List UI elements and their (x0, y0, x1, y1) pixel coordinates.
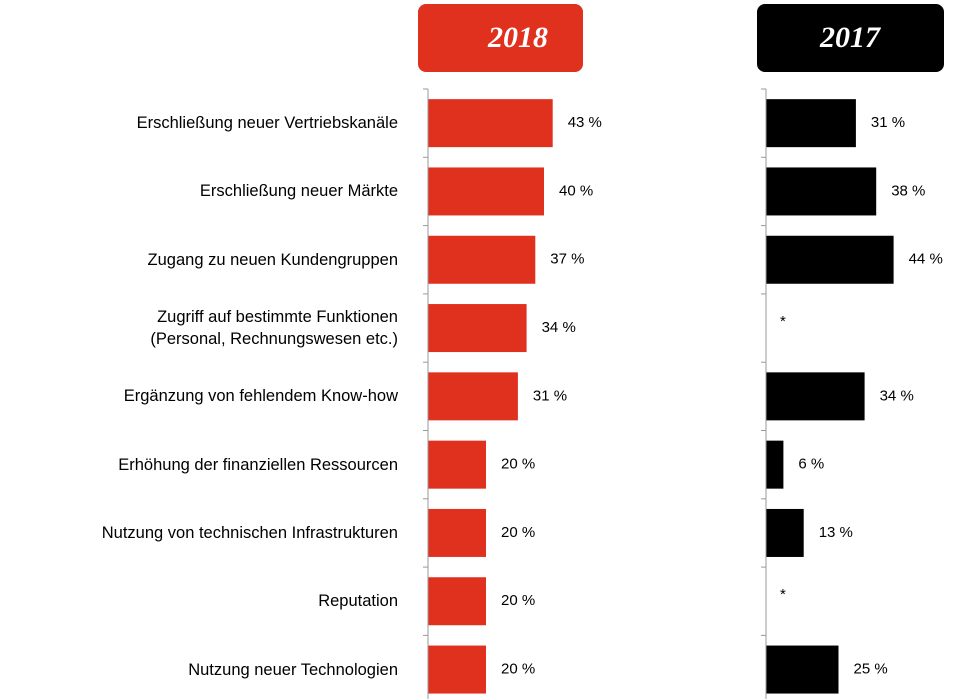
category-label: Erschließung neuer Vertriebskanäle (136, 114, 398, 133)
category-label: Nutzung von technischen Infrastrukturen (101, 523, 398, 542)
panel-title: 2017 (819, 21, 881, 54)
value-label: 40 % (559, 182, 593, 199)
panel-title: 2018 (487, 21, 548, 54)
value-label: 38 % (891, 182, 925, 199)
bar (766, 167, 877, 216)
value-label: 6 % (798, 456, 824, 473)
header-2018 (418, 4, 583, 72)
bar (766, 372, 865, 421)
category-label: Erschließung neuer Märkte (199, 182, 398, 201)
value-label: 20 % (501, 524, 535, 541)
bar (766, 645, 839, 694)
category-label: Reputation (318, 592, 398, 611)
value-label: 25 % (854, 661, 888, 678)
bar (766, 508, 804, 557)
category-label: Zugang zu neuen Kundengruppen (147, 250, 398, 269)
bar (428, 508, 486, 557)
value-label: 31 % (871, 114, 905, 131)
bar (766, 235, 894, 284)
category-label: Erhöhung der finanziellen Ressourcen (118, 455, 398, 474)
bar (428, 440, 486, 489)
value-label: * (780, 313, 786, 330)
bar (428, 235, 536, 284)
bar (428, 167, 544, 216)
bar (766, 440, 784, 489)
bar (428, 577, 486, 626)
value-label: 20 % (501, 456, 535, 473)
value-label: 44 % (909, 251, 943, 268)
category-label: Nutzung neuer Technologien (188, 660, 398, 679)
value-label: * (780, 586, 786, 603)
value-label: 34 % (880, 387, 914, 404)
value-label: 31 % (533, 387, 567, 404)
bar (428, 99, 553, 148)
bar (428, 372, 518, 421)
bar (766, 99, 856, 148)
value-label: 13 % (819, 524, 853, 541)
bar (428, 645, 486, 694)
value-label: 43 % (568, 114, 602, 131)
category-label: Zugriff auf bestimmte Funktionen (Person… (150, 308, 398, 349)
value-label: 34 % (542, 319, 576, 336)
category-label: Ergänzung von fehlendem Know-how (123, 387, 398, 406)
value-label: 37 % (550, 251, 584, 268)
value-label: 20 % (501, 661, 535, 678)
header-2017 (757, 4, 944, 72)
bar (428, 304, 527, 353)
value-label: 20 % (501, 592, 535, 609)
